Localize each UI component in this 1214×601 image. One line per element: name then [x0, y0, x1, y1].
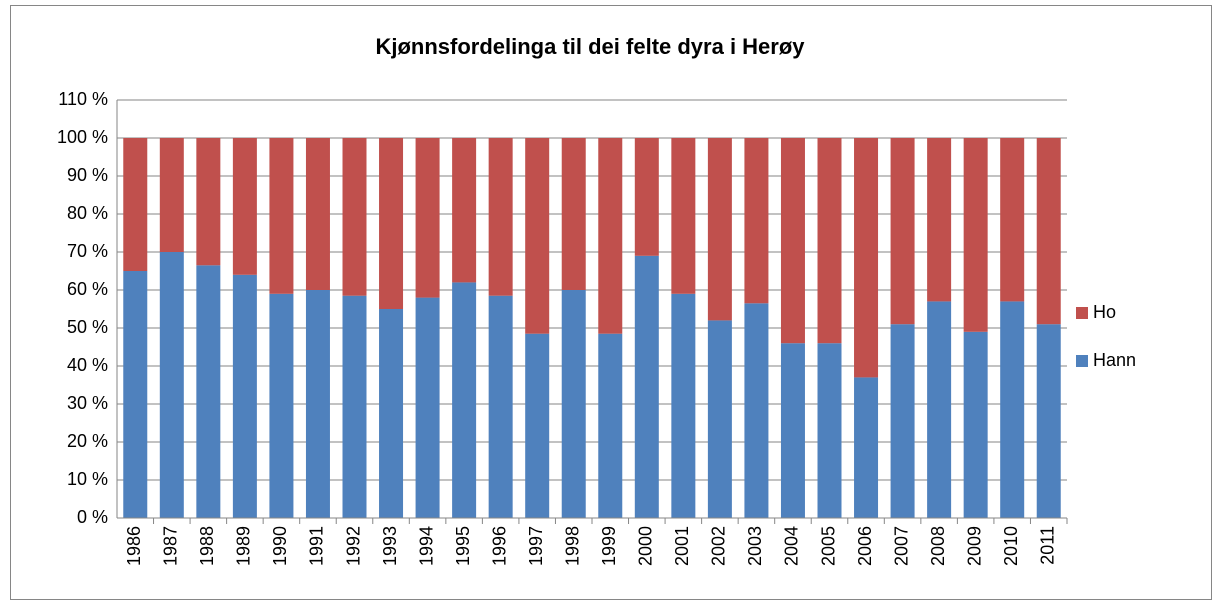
bar-segment [780, 138, 805, 344]
y-tick-label: 80 % [67, 203, 108, 223]
y-tick-label: 110 % [58, 89, 108, 109]
x-tick-label: 1993 [380, 526, 400, 566]
x-tick-label: 1992 [343, 526, 363, 566]
bar-segment [452, 138, 477, 283]
bar-segment [159, 138, 184, 252]
y-tick-label: 0 % [77, 507, 108, 527]
x-tick-label: 2005 [818, 526, 838, 566]
legend-swatch [1076, 307, 1088, 319]
bar-segment [854, 377, 879, 518]
bar-segment [963, 331, 988, 518]
x-tick-label: 2009 [964, 526, 984, 566]
x-tick-label: 1986 [124, 526, 144, 566]
x-tick-label: 2003 [745, 526, 765, 566]
bar-segment [890, 138, 915, 325]
bar-segment [927, 138, 952, 302]
bar-segment [1036, 138, 1061, 325]
x-tick-label: 1988 [197, 526, 217, 566]
bar-segment [707, 320, 732, 518]
y-tick-label: 100 % [57, 127, 108, 147]
y-tick-label: 70 % [67, 241, 108, 261]
bar-segment [305, 290, 330, 518]
bar-segment [488, 295, 513, 518]
x-tick-label: 1999 [599, 526, 619, 566]
x-tick-label: 1989 [234, 526, 254, 566]
bar-segment [159, 252, 184, 518]
bar-segment [817, 343, 842, 518]
x-tick-label: 2000 [636, 526, 656, 566]
legend-label: Ho [1093, 302, 1116, 322]
y-tick-label: 40 % [67, 355, 108, 375]
bar-segment [196, 138, 221, 266]
bar-segment [525, 333, 550, 518]
bar-segment [1000, 301, 1025, 518]
bar-segment [927, 301, 952, 518]
x-tick-label: 1990 [270, 526, 290, 566]
x-tick-label: 2006 [855, 526, 875, 566]
bar-segment [305, 138, 330, 290]
bar-segment [379, 138, 404, 309]
y-tick-label: 20 % [67, 431, 108, 451]
bar-segment [561, 290, 586, 518]
x-tick-label: 2010 [1001, 526, 1021, 566]
x-tick-label: 1994 [416, 526, 436, 566]
bar-segment [598, 333, 623, 518]
bar-segment [1000, 138, 1025, 302]
bar-segment [232, 274, 257, 518]
bar-segment [1036, 324, 1061, 518]
bar-segment [123, 138, 148, 271]
x-tick-label: 2008 [928, 526, 948, 566]
bar-segment [634, 255, 659, 519]
bar-segment [342, 138, 367, 296]
x-tick-label: 1987 [161, 526, 181, 566]
bar-segment [342, 295, 367, 518]
bar-segment [707, 138, 732, 321]
legend-swatch [1076, 355, 1088, 367]
bar-segment [598, 138, 623, 334]
bar-segment [817, 138, 842, 344]
bar-segment [890, 324, 915, 518]
bar-segment [269, 293, 294, 518]
x-tick-label: 1991 [307, 526, 327, 566]
bar-segment [452, 282, 477, 518]
y-tick-label: 10 % [67, 469, 108, 489]
bar-segment [561, 138, 586, 290]
x-tick-label: 2002 [709, 526, 729, 566]
y-tick-label: 50 % [67, 317, 108, 337]
bar-segment [196, 265, 221, 518]
x-tick-label: 1997 [526, 526, 546, 566]
bar-segment [123, 271, 148, 518]
x-tick-label: 1995 [453, 526, 473, 566]
bar-segment [379, 309, 404, 518]
y-tick-label: 60 % [67, 279, 108, 299]
bar-segment [415, 138, 440, 298]
y-tick-label: 30 % [67, 393, 108, 413]
y-tick-label: 90 % [67, 165, 108, 185]
x-tick-label: 2007 [891, 526, 911, 566]
bar-segment [634, 138, 659, 256]
bar-segment [671, 138, 696, 294]
bar-segment [525, 138, 550, 334]
bar-segment [415, 297, 440, 518]
bar-segment [232, 138, 257, 275]
bar-segment [744, 138, 769, 304]
x-tick-label: 1998 [562, 526, 582, 566]
bar-segment [854, 138, 879, 378]
bar-segment [269, 138, 294, 294]
legend-label: Hann [1093, 350, 1136, 370]
bar-segment [744, 303, 769, 518]
bar-segment [488, 138, 513, 296]
bar-segment [963, 138, 988, 332]
bar-segment [671, 293, 696, 518]
bar-segment [780, 343, 805, 518]
x-tick-label: 2001 [672, 526, 692, 566]
chart-title: Kjønnsfordelinga til dei felte dyra i He… [375, 34, 805, 59]
x-tick-label: 1996 [489, 526, 509, 566]
x-tick-label: 2004 [782, 526, 802, 566]
x-tick-label: 2011 [1037, 526, 1057, 565]
